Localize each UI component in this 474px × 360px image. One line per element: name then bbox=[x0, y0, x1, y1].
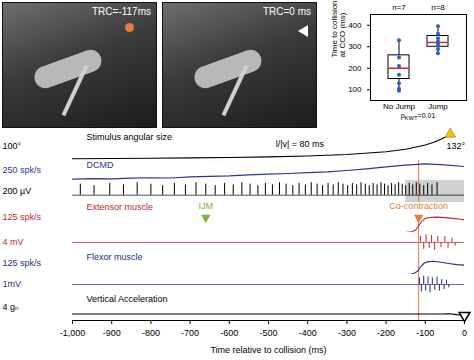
svg-text:0: 0 bbox=[462, 328, 467, 338]
svg-text:No Jump: No Jump bbox=[383, 102, 416, 111]
svg-text:l/|v| = 80 ms: l/|v| = 80 ms bbox=[276, 139, 325, 149]
html-text:pKWT=0.01: pKWT=0.01 bbox=[400, 112, 436, 122]
svg-text:1mV: 1mV bbox=[3, 279, 22, 289]
svg-text:IJM: IJM bbox=[199, 201, 214, 211]
svg-text:4 gₙ: 4 gₙ bbox=[3, 302, 20, 312]
svg-text:Time relative to collision (ms: Time relative to collision (ms) bbox=[210, 345, 326, 355]
svg-text:-800: -800 bbox=[142, 328, 160, 338]
svg-text:-400: -400 bbox=[299, 328, 317, 338]
svg-text:Extensor muscle: Extensor muscle bbox=[87, 202, 154, 212]
svg-text:-300: -300 bbox=[338, 328, 356, 338]
svg-text:Flexor muscle: Flexor muscle bbox=[87, 252, 143, 262]
svg-text:200 µV: 200 µV bbox=[3, 186, 32, 196]
svg-text:-100: -100 bbox=[416, 328, 434, 338]
svg-text:4 mV: 4 mV bbox=[3, 237, 24, 247]
html-text:TRC=-117ms: TRC=-117ms bbox=[92, 6, 151, 17]
svg-text:200: 200 bbox=[348, 64, 362, 73]
svg-text:100: 100 bbox=[348, 85, 362, 94]
svg-text:Vertical Acceleration: Vertical Acceleration bbox=[87, 294, 168, 304]
svg-text:Stimulus angular size: Stimulus angular size bbox=[87, 132, 173, 142]
svg-text:-500: -500 bbox=[259, 328, 277, 338]
svg-text:132°: 132° bbox=[446, 141, 465, 151]
svg-text:Jump: Jump bbox=[428, 102, 448, 111]
svg-text:-600: -600 bbox=[220, 328, 238, 338]
svg-text:125 spk/s: 125 spk/s bbox=[3, 212, 42, 222]
svg-text:400: 400 bbox=[348, 21, 362, 30]
svg-text:DCMD: DCMD bbox=[87, 160, 114, 170]
svg-text:n=7: n=7 bbox=[392, 3, 406, 12]
svg-text:100°: 100° bbox=[3, 141, 22, 151]
svg-text:Time to collisionat CCO (ms): Time to collisionat CCO (ms) bbox=[330, 0, 347, 57]
svg-text:300: 300 bbox=[348, 42, 362, 51]
svg-text:250 spk/s: 250 spk/s bbox=[3, 165, 42, 175]
svg-text:Co-contraction: Co-contraction bbox=[389, 201, 448, 211]
svg-text:-700: -700 bbox=[181, 328, 199, 338]
html-text:TRC=0 ms: TRC=0 ms bbox=[262, 6, 311, 17]
svg-text:n=8: n=8 bbox=[431, 3, 445, 12]
svg-text:-900: -900 bbox=[103, 328, 121, 338]
svg-text:125 spk/s: 125 spk/s bbox=[3, 258, 42, 268]
svg-text:-200: -200 bbox=[377, 328, 395, 338]
svg-text:-1,000: -1,000 bbox=[60, 328, 86, 338]
